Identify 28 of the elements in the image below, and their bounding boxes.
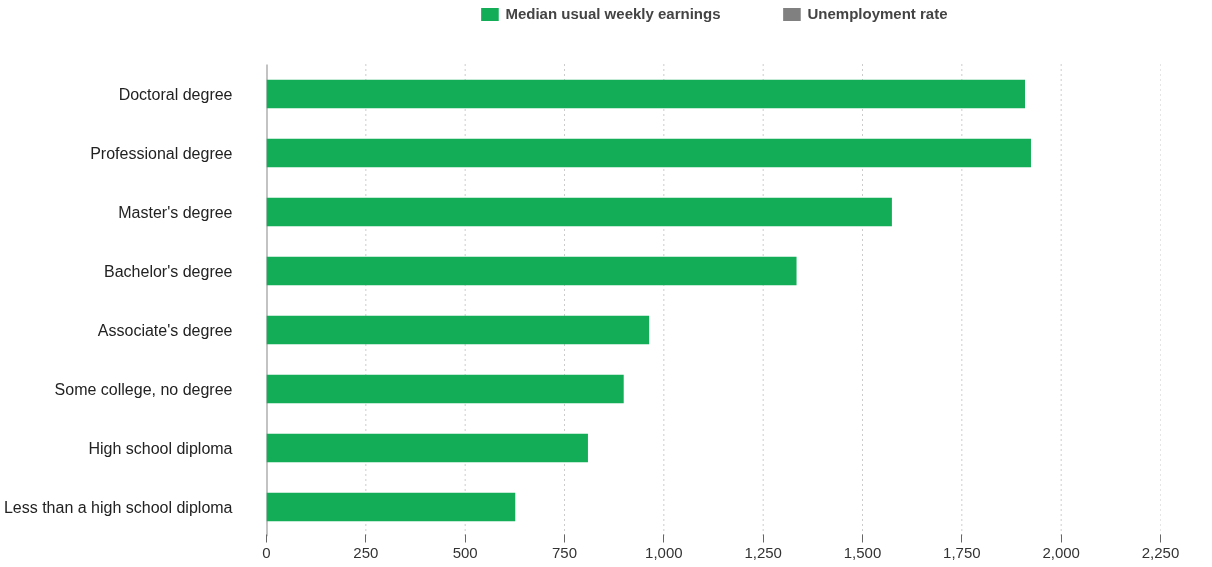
bar [266, 315, 650, 345]
bar [266, 374, 624, 404]
legend-label: Unemployment rate [807, 5, 948, 22]
x-tick-label: 250 [353, 543, 379, 561]
bar [266, 256, 797, 286]
y-tick-label: High school diploma [88, 439, 233, 457]
y-tick-label: Doctoral degree [118, 85, 233, 103]
legend-label: Median usual weekly earnings [505, 5, 721, 22]
x-tick-label: 0 [262, 543, 271, 561]
x-tick-label: 1,750 [943, 543, 981, 561]
y-tick-label: Less than a high school diploma [3, 498, 233, 516]
x-tick-label: 1,250 [744, 543, 782, 561]
x-tick-label: 1,000 [645, 543, 683, 561]
y-tick-label: Some college, no degree [54, 380, 233, 398]
bar [266, 79, 1026, 109]
bar [266, 492, 516, 522]
bar [266, 138, 1031, 168]
bar [266, 433, 588, 463]
y-tick-label: Professional degree [90, 144, 233, 162]
x-tick-label: 2,000 [1042, 543, 1080, 561]
x-tick-label: 2,250 [1141, 543, 1180, 561]
y-tick-label: Master's degree [118, 203, 233, 221]
x-tick-label: 750 [551, 543, 578, 561]
x-tick-label: 1,500 [843, 543, 882, 561]
y-tick-label: Associate's degree [97, 321, 233, 339]
y-tick-label: Bachelor's degree [104, 262, 233, 280]
bar [266, 197, 892, 227]
x-tick-label: 500 [452, 543, 478, 561]
